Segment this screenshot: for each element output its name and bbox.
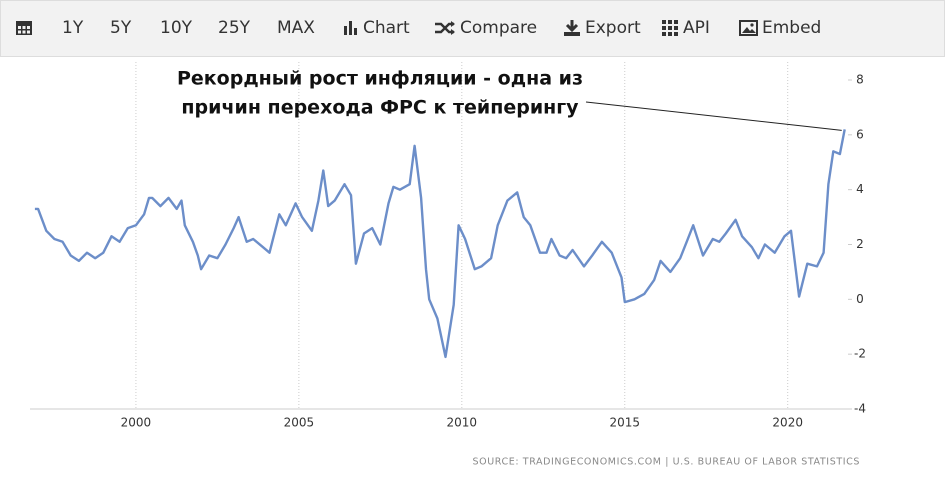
x-tick-label: 2010 (447, 416, 478, 430)
x-tick-label: 2000 (121, 416, 152, 430)
range-button[interactable]: 5Y (110, 18, 131, 38)
y-tick-label: 2 (856, 237, 864, 251)
y-tick-label: 0 (856, 292, 864, 306)
annotation-connector (585, 101, 842, 131)
label: MAX (277, 18, 315, 38)
toolbar: 1Y 5Y 10Y 25Y MAX Chart Compare Export A… (0, 0, 945, 57)
calendar-button[interactable] (15, 18, 33, 36)
x-tick-label: 2005 (284, 416, 315, 430)
embed-button[interactable]: Embed (739, 18, 821, 38)
label: 5Y (110, 18, 132, 38)
compare-button[interactable]: Compare (434, 18, 537, 38)
range-button[interactable]: 1Y (62, 18, 83, 38)
api-button[interactable]: API (662, 18, 710, 38)
label: 10Y (160, 18, 193, 38)
label: 1Y (62, 18, 84, 38)
label: Embed (762, 18, 822, 38)
range-button[interactable]: 25Y (218, 18, 250, 38)
annotation: Рекордный рост инфляции - одна из (177, 68, 583, 90)
y-tick-label: 8 (856, 73, 864, 87)
data-line (34, 129, 846, 359)
range-button[interactable]: MAX (277, 18, 315, 38)
x-tick-label: 2020 (772, 416, 803, 430)
chart-button[interactable]: Chart (343, 18, 410, 38)
y-tick-label: 6 (856, 127, 864, 141)
source: SOURCE: TRADINGECONOMICS.COM | U.S. BURE… (473, 457, 860, 468)
label: Compare (460, 18, 538, 38)
y-tick-label: 4 (856, 182, 864, 196)
x-tick-label: 2015 (609, 416, 640, 430)
label: Chart (363, 18, 410, 38)
export-button[interactable]: Export (563, 18, 641, 38)
annotation: причин перехода ФРС к тейперингу (181, 97, 579, 119)
label: Export (585, 18, 641, 38)
range-button[interactable]: 10Y (160, 18, 192, 38)
y-tick-label: -2 (854, 347, 866, 361)
y-tick-label: -4 (854, 402, 866, 416)
label: API (683, 18, 710, 38)
label: 25Y (218, 18, 251, 38)
